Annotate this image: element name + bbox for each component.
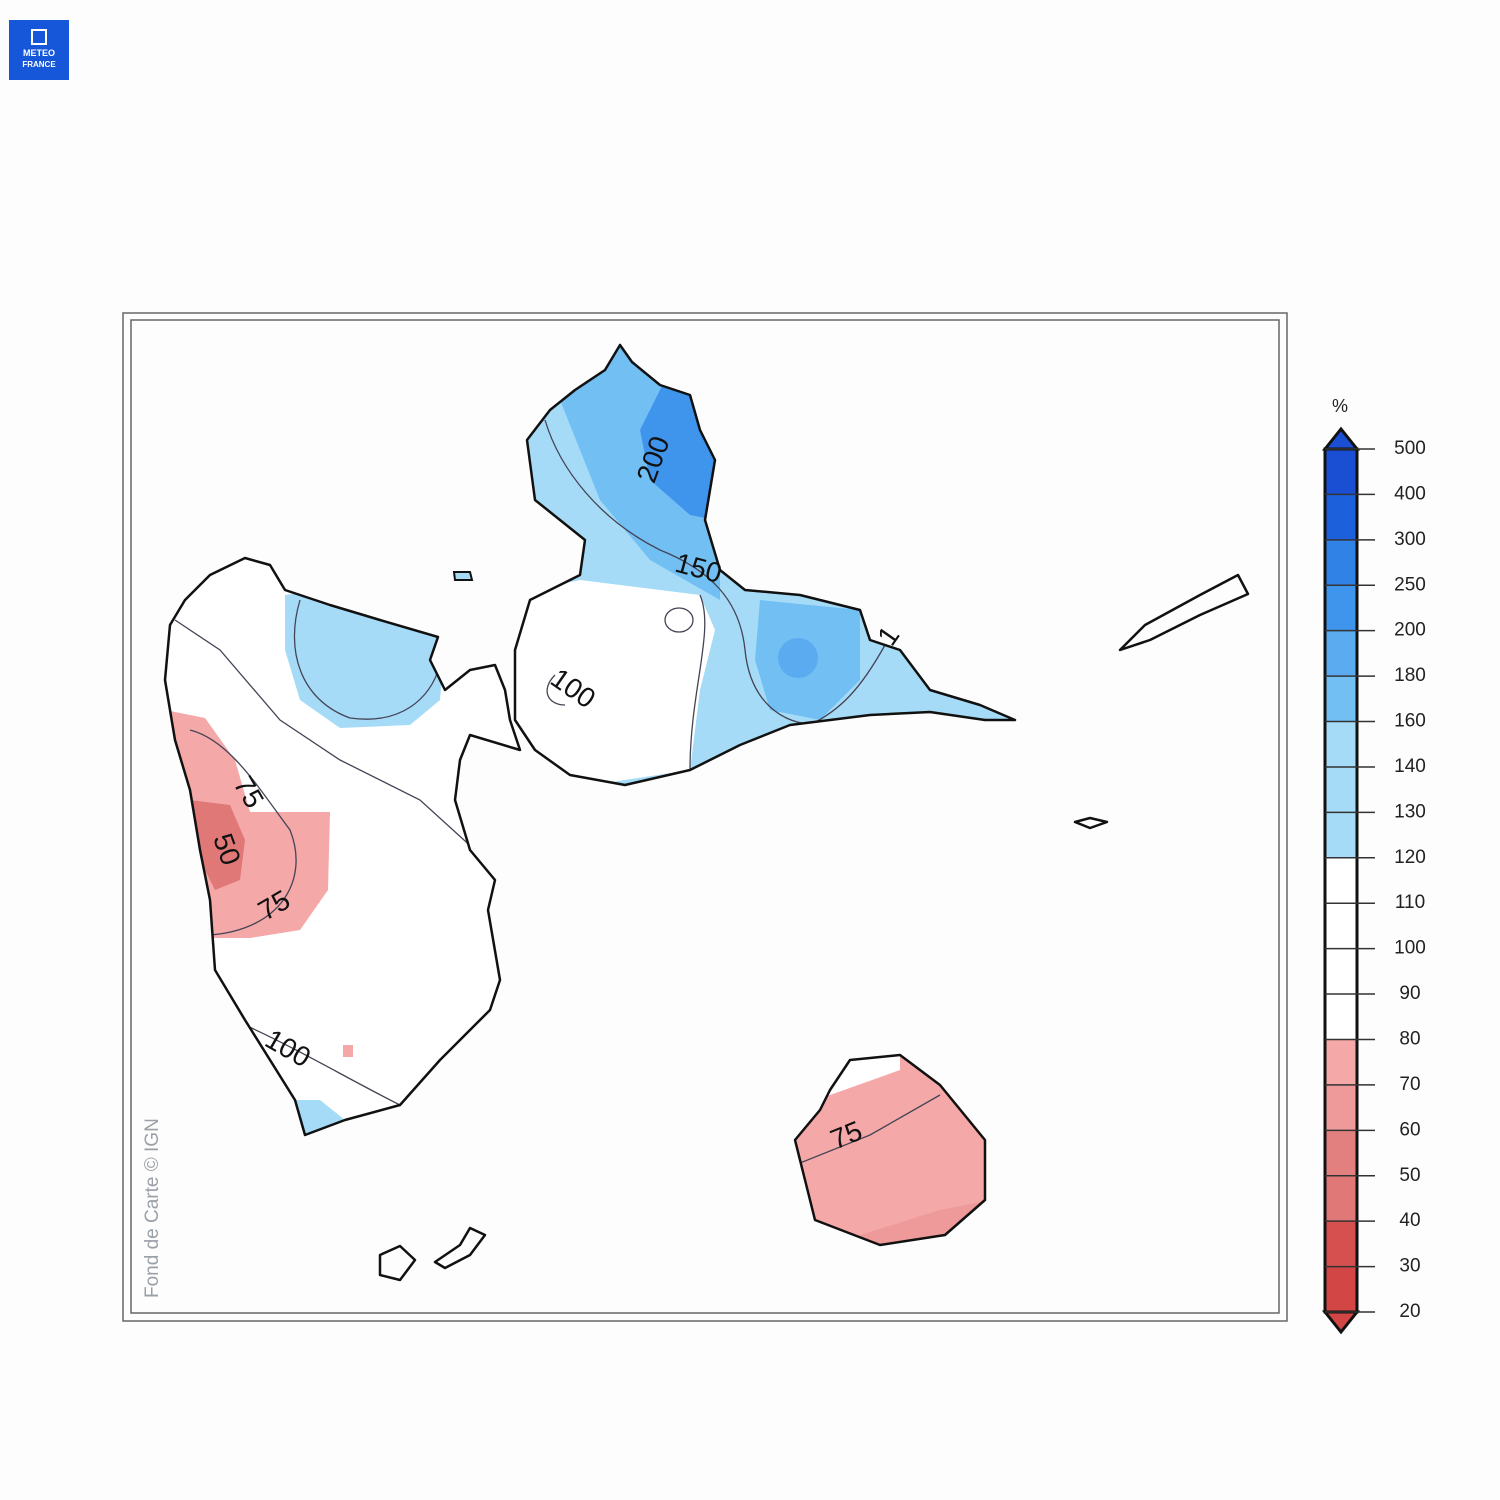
- colorbar-bin: [1325, 1175, 1357, 1222]
- colorbar-bin: [1325, 494, 1357, 540]
- colorbar-bin: [1325, 539, 1357, 586]
- colorbar-tick-label: 60: [1399, 1119, 1420, 1140]
- colorbar-bin: [1325, 721, 1357, 767]
- colorbar-tick-label: 40: [1399, 1210, 1420, 1231]
- colorbar-bin: [1325, 857, 1357, 904]
- coastline: [1073, 816, 1109, 830]
- coastline: [1118, 573, 1250, 652]
- colorbar-bin: [1325, 1130, 1357, 1176]
- colorbar-tick-label: 110: [1395, 892, 1425, 913]
- colorbar-tick-label: 400: [1394, 483, 1426, 504]
- colorbar-bin: [1325, 676, 1357, 722]
- logo-text: METEO: [23, 48, 55, 58]
- colorbar-bin: [1325, 1266, 1357, 1312]
- colorbar-tick-label: 200: [1394, 620, 1426, 641]
- colorbar-bin: [1325, 812, 1357, 858]
- logo: METEO FRANCE: [9, 20, 69, 80]
- logo-text: FRANCE: [22, 60, 56, 69]
- colorbar-bin: [1325, 903, 1357, 949]
- colorbar-extension-bottom: [1321, 1310, 1361, 1335]
- colorbar-tick-label: 50: [1399, 1165, 1420, 1186]
- colorbar-tick-label: 20: [1399, 1301, 1420, 1322]
- map-frame: [122, 312, 1288, 1322]
- map: 200 150 100 1 75 50 75 100 75 Fond de Ca…: [142, 343, 1250, 1298]
- colorbar-bin: [1325, 766, 1357, 813]
- colorbar-bin: [1325, 449, 1357, 495]
- colorbar-tick-label: 30: [1399, 1256, 1420, 1277]
- colorbar-tick-label: 250: [1394, 574, 1426, 595]
- colorbar-tick-label: 140: [1394, 756, 1426, 777]
- coastline: [378, 1244, 417, 1282]
- colorbar-tick-label: 70: [1399, 1074, 1420, 1095]
- colorbar-tick-label: 100: [1394, 938, 1426, 959]
- colorbar-tick-label: 300: [1394, 529, 1426, 550]
- colorbar-bin: [1325, 1084, 1357, 1131]
- grande-terre-fill: [515, 345, 1015, 785]
- marie-galante-fill: [795, 1055, 985, 1245]
- colorbar-tick-label: 130: [1394, 801, 1426, 822]
- colorbar: 20 30 40 50 60 70 80 90 100 110 120 130 140 160 180 200…: [1321, 426, 1426, 1335]
- colorbar-tick-label: 160: [1394, 711, 1426, 732]
- basse-terre-fill: [165, 558, 520, 1135]
- colorbar-bin: [1325, 948, 1357, 995]
- colorbar-tick-label: 90: [1399, 983, 1420, 1004]
- colorbar-bin: [1325, 994, 1357, 1040]
- map-credit: Fond de Carte © IGN: [142, 1118, 163, 1298]
- colorbar-tick-label: 180: [1394, 665, 1426, 686]
- coastline: [433, 1226, 487, 1270]
- colorbar-extension-top: [1321, 426, 1361, 451]
- colorbar-bin: [1325, 585, 1357, 631]
- colorbar-bin: [1325, 630, 1357, 677]
- colorbar-tick-label: 500: [1394, 438, 1426, 459]
- colorbar-tick-label: 80: [1399, 1028, 1420, 1049]
- islet: [452, 571, 474, 581]
- colorbar-tick-label: 120: [1394, 847, 1426, 868]
- colorbar-unit: %: [1332, 396, 1348, 416]
- logo-icon: [31, 29, 47, 45]
- colorbar-bin: [1325, 1221, 1357, 1267]
- colorbar-bin: [1325, 1039, 1357, 1085]
